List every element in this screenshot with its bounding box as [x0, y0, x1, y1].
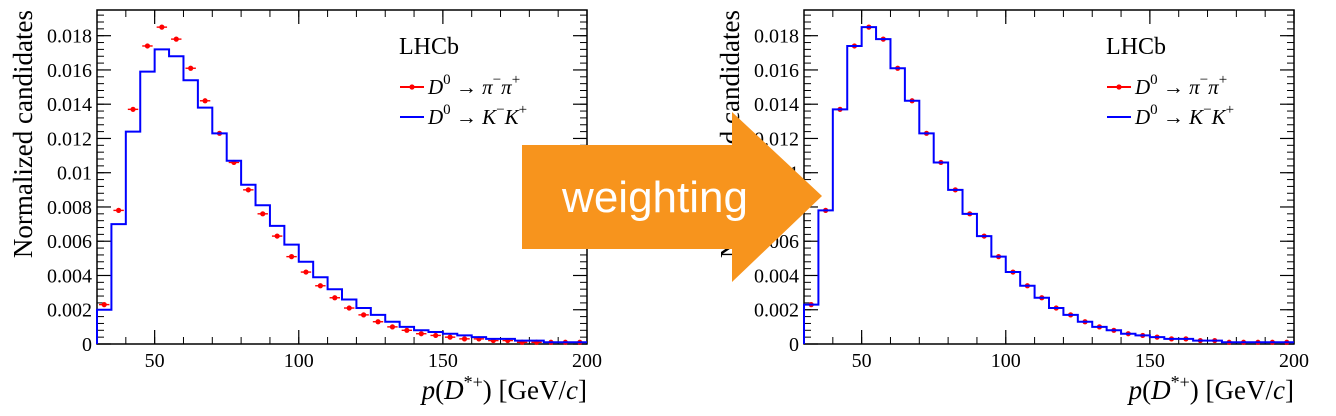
x-tick-label: 200 [1279, 350, 1309, 372]
legend-entry-pipi: D0 → π−π+ [400, 72, 520, 99]
y-tick-label: 0.002 [754, 300, 799, 322]
y-tick-label: 0 [82, 334, 92, 356]
data-point [418, 331, 424, 337]
data-point [101, 302, 107, 308]
data-point [130, 106, 136, 112]
data-point [202, 98, 208, 104]
panel-before: 0 0.002 0.004 0.006 0.008 0.01 0.012 0.014 0.016… [8, 9, 602, 405]
y-tick-label: 0.014 [754, 94, 799, 116]
plot-frame [803, 9, 1295, 345]
y-tick-label: 0.01 [57, 163, 92, 185]
step-line-KK [803, 26, 1294, 344]
x-tick-label: 150 [1135, 350, 1165, 372]
data-point [116, 207, 122, 213]
y-tick-label: 0.016 [754, 60, 799, 82]
legend-entry-pipi: D0 → π−π+ [1107, 72, 1227, 99]
data-point [188, 65, 194, 71]
y-axis-title: Normalized candidates [8, 10, 38, 258]
y-tick-label: 0.018 [754, 26, 799, 48]
x-axis-title: p(D*+) [GeV/c] [1127, 372, 1294, 405]
legend-label: D0 → K−K+ [1134, 102, 1234, 129]
y-tick-label: 0.004 [47, 265, 92, 287]
experiment-label: LHCb [399, 34, 459, 60]
y-tick-label: 0 [789, 334, 799, 356]
y-tick-label: 0.002 [47, 300, 92, 322]
x-axis-title: p(D*+) [GeV/c] [420, 372, 587, 405]
legend-label: D0 → K−K+ [427, 102, 527, 129]
legend-entry-KK: D0 → K−K+ [400, 102, 527, 129]
legend-label: D0 → π−π+ [1134, 72, 1227, 99]
data-point [144, 43, 151, 49]
arrow-shape [522, 112, 822, 282]
y-tick-label: 0.004 [754, 265, 799, 287]
series-pipi [99, 24, 585, 345]
y-tick-label: 0.012 [47, 128, 92, 150]
legend-label: D0 → π−π+ [427, 72, 520, 99]
data-point [447, 334, 453, 340]
y-tick-label: 0.018 [47, 26, 92, 48]
x-tick-label: 150 [428, 350, 458, 372]
y-tick-label: 0.008 [47, 197, 92, 219]
data-point [361, 312, 367, 318]
data-point [389, 324, 396, 330]
series-KK [96, 48, 587, 344]
data-point [332, 295, 338, 301]
experiment-label: LHCb [1106, 34, 1166, 60]
x-tick-label: 100 [284, 350, 314, 372]
legend-marker [409, 84, 415, 90]
series-KK [803, 26, 1294, 344]
data-point [461, 336, 468, 342]
legend-marker [1116, 84, 1122, 90]
x-tick-label: 100 [991, 350, 1021, 372]
weighting-arrow: weighting [522, 112, 822, 282]
data-point [317, 283, 323, 289]
data-point [245, 187, 251, 193]
data-point [303, 269, 309, 275]
arrow-label: weighting [561, 173, 748, 222]
data-point [260, 211, 266, 217]
data-point [288, 254, 295, 260]
y-tick-label: 0.014 [47, 94, 92, 116]
data-point [346, 305, 352, 311]
y-tick-label: 0.006 [47, 231, 92, 253]
data-point [173, 36, 179, 42]
data-point [433, 332, 439, 339]
data-point [274, 233, 280, 239]
legend-entry-KK: D0 → K−K+ [1107, 102, 1234, 129]
x-tick-label: 200 [572, 350, 602, 372]
step-line-KK [96, 48, 587, 344]
x-tick-label: 50 [145, 350, 165, 372]
y-tick-label: 0.016 [47, 60, 92, 82]
x-tick-label: 50 [852, 350, 872, 372]
data-point [159, 24, 165, 30]
data-point [375, 319, 381, 325]
data-point [404, 327, 410, 333]
